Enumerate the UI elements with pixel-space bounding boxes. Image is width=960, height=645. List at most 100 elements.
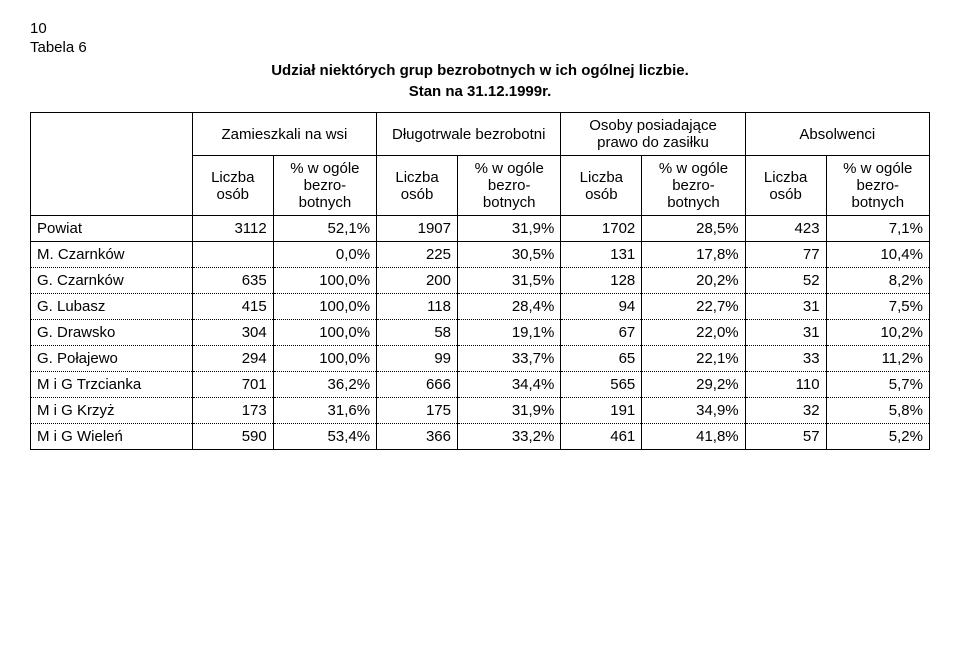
header-sub-count: Liczba osób	[377, 156, 458, 216]
cell-pct: 0,0%	[273, 242, 376, 268]
cell-count	[192, 242, 273, 268]
table-header: Zamieszkali na wsi Długotrwale bezrobotn…	[31, 113, 930, 216]
cell-count: 31	[745, 320, 826, 346]
cell-count: 175	[377, 398, 458, 424]
cell-count: 3112	[192, 216, 273, 242]
table-row: Powiat311252,1%190731,9%170228,5%4237,1%	[31, 216, 930, 242]
cell-pct: 33,2%	[458, 424, 561, 450]
row-label: G. Drawsko	[31, 320, 193, 346]
cell-pct: 22,7%	[642, 294, 745, 320]
cell-pct: 36,2%	[273, 372, 376, 398]
cell-pct: 28,4%	[458, 294, 561, 320]
table-row: G. Lubasz415100,0%11828,4%9422,7%317,5%	[31, 294, 930, 320]
cell-count: 52	[745, 268, 826, 294]
cell-count: 366	[377, 424, 458, 450]
cell-count: 294	[192, 346, 273, 372]
cell-count: 200	[377, 268, 458, 294]
cell-pct: 31,9%	[458, 398, 561, 424]
cell-pct: 33,7%	[458, 346, 561, 372]
cell-pct: 31,9%	[458, 216, 561, 242]
cell-pct: 7,1%	[826, 216, 929, 242]
cell-pct: 100,0%	[273, 294, 376, 320]
cell-count: 1907	[377, 216, 458, 242]
table-label: Tabela 6	[30, 39, 930, 56]
table-row: M i G Wieleń59053,4%36633,2%46141,8%575,…	[31, 424, 930, 450]
cell-count: 65	[561, 346, 642, 372]
table-body: Powiat311252,1%190731,9%170228,5%4237,1%…	[31, 216, 930, 450]
cell-count: 304	[192, 320, 273, 346]
row-label: M i G Krzyż	[31, 398, 193, 424]
cell-pct: 28,5%	[642, 216, 745, 242]
cell-pct: 5,8%	[826, 398, 929, 424]
cell-count: 635	[192, 268, 273, 294]
cell-count: 110	[745, 372, 826, 398]
table-title: Udział niektórych grup bezrobotnych w ic…	[30, 60, 930, 102]
row-label: M. Czarnków	[31, 242, 193, 268]
cell-count: 33	[745, 346, 826, 372]
cell-count: 423	[745, 216, 826, 242]
cell-count: 590	[192, 424, 273, 450]
cell-count: 99	[377, 346, 458, 372]
row-label: G. Połajewo	[31, 346, 193, 372]
cell-pct: 22,0%	[642, 320, 745, 346]
cell-count: 58	[377, 320, 458, 346]
cell-count: 77	[745, 242, 826, 268]
cell-pct: 5,7%	[826, 372, 929, 398]
cell-count: 128	[561, 268, 642, 294]
cell-count: 32	[745, 398, 826, 424]
cell-pct: 100,0%	[273, 320, 376, 346]
cell-count: 94	[561, 294, 642, 320]
table-row: M. Czarnków 0,0%22530,5%13117,8%7710,4%	[31, 242, 930, 268]
cell-pct: 53,4%	[273, 424, 376, 450]
cell-pct: 34,4%	[458, 372, 561, 398]
cell-count: 415	[192, 294, 273, 320]
header-group-2: Długotrwale bezrobotni	[377, 113, 561, 156]
cell-pct: 30,5%	[458, 242, 561, 268]
cell-count: 67	[561, 320, 642, 346]
row-label: G. Czarnków	[31, 268, 193, 294]
cell-pct: 52,1%	[273, 216, 376, 242]
cell-pct: 10,4%	[826, 242, 929, 268]
cell-count: 565	[561, 372, 642, 398]
table-row: G. Drawsko304100,0%5819,1%6722,0%3110,2%	[31, 320, 930, 346]
cell-count: 31	[745, 294, 826, 320]
header-group-4: Absolwenci	[745, 113, 929, 156]
cell-pct: 8,2%	[826, 268, 929, 294]
row-label: M i G Trzcianka	[31, 372, 193, 398]
cell-pct: 19,1%	[458, 320, 561, 346]
cell-pct: 100,0%	[273, 268, 376, 294]
row-label: G. Lubasz	[31, 294, 193, 320]
cell-pct: 22,1%	[642, 346, 745, 372]
header-sub-pct: % w ogóle bezro-botnych	[642, 156, 745, 216]
cell-count: 225	[377, 242, 458, 268]
page-number: 10	[30, 20, 930, 37]
table-row: G. Połajewo294100,0%9933,7%6522,1%3311,2…	[31, 346, 930, 372]
cell-count: 131	[561, 242, 642, 268]
title-line-1: Udział niektórych grup bezrobotnych w ic…	[30, 60, 930, 81]
title-line-2: Stan na 31.12.1999r.	[30, 81, 930, 102]
cell-pct: 20,2%	[642, 268, 745, 294]
cell-count: 666	[377, 372, 458, 398]
cell-pct: 17,8%	[642, 242, 745, 268]
cell-pct: 10,2%	[826, 320, 929, 346]
cell-pct: 11,2%	[826, 346, 929, 372]
header-sub-pct: % w ogóle bezro-botnych	[458, 156, 561, 216]
cell-pct: 34,9%	[642, 398, 745, 424]
header-sub-count: Liczba osób	[192, 156, 273, 216]
cell-pct: 31,6%	[273, 398, 376, 424]
header-group-1: Zamieszkali na wsi	[192, 113, 376, 156]
cell-pct: 31,5%	[458, 268, 561, 294]
cell-count: 461	[561, 424, 642, 450]
cell-pct: 29,2%	[642, 372, 745, 398]
cell-count: 118	[377, 294, 458, 320]
header-group-3: Osoby posiadające prawo do zasiłku	[561, 113, 745, 156]
cell-pct: 7,5%	[826, 294, 929, 320]
cell-pct: 5,2%	[826, 424, 929, 450]
cell-count: 701	[192, 372, 273, 398]
row-label: M i G Wieleń	[31, 424, 193, 450]
data-table: Zamieszkali na wsi Długotrwale bezrobotn…	[30, 112, 930, 450]
header-sub-count: Liczba osób	[745, 156, 826, 216]
cell-pct: 100,0%	[273, 346, 376, 372]
cell-count: 57	[745, 424, 826, 450]
header-sub-count: Liczba osób	[561, 156, 642, 216]
